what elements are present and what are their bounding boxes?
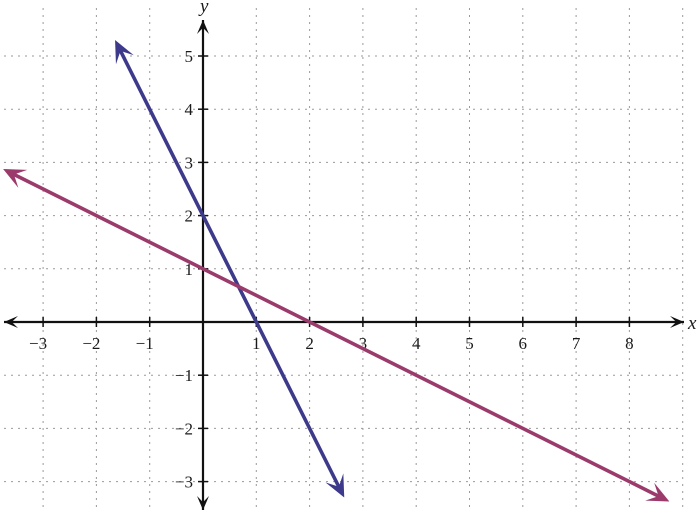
series-line-2 [10,171,663,499]
x-axis-arrow-left [4,316,18,328]
x-tick-label: −1 [136,334,154,353]
y-tick-label: −2 [175,419,193,438]
x-tick-label: −3 [29,334,47,353]
x-axis-arrow-right [670,316,684,328]
y-tick-label: 2 [185,207,194,226]
series-line-1-arrow-start [115,40,134,65]
x-axis-label: x [687,313,697,334]
series-line-2-arrow-start [3,169,28,188]
series-line-2-arrow-end [645,482,670,502]
y-tick-label: −3 [175,473,193,492]
y-tick-label: 4 [185,100,194,119]
x-tick-label: 8 [625,334,634,353]
series-lines [3,40,670,502]
x-tick-label: 1 [252,334,261,353]
y-tick-label: 1 [185,260,194,279]
y-tick-label: 5 [185,47,194,66]
x-tick-label: 4 [412,334,421,353]
x-tick-label: −2 [82,334,100,353]
x-tick-label: 3 [359,334,368,353]
axes [4,20,684,510]
series-line-1-arrow-end [325,473,345,498]
y-tick-label: 3 [185,153,194,172]
series-line-1 [117,47,342,491]
grid [4,8,684,510]
y-axis-arrow-top [197,20,209,34]
y-axis-label: y [198,0,209,17]
tick-labels: −3 −2 −1 1 2 3 4 5 6 7 8 5 4 3 2 1 −1 −2 −3 [29,47,634,492]
x-tick-label: 2 [305,334,314,353]
y-tick-label: −1 [175,366,193,385]
x-tick-label: 7 [572,334,581,353]
y-axis-arrow-bottom [197,496,209,510]
x-tick-label: 5 [465,334,474,353]
x-tick-label: 6 [519,334,528,353]
